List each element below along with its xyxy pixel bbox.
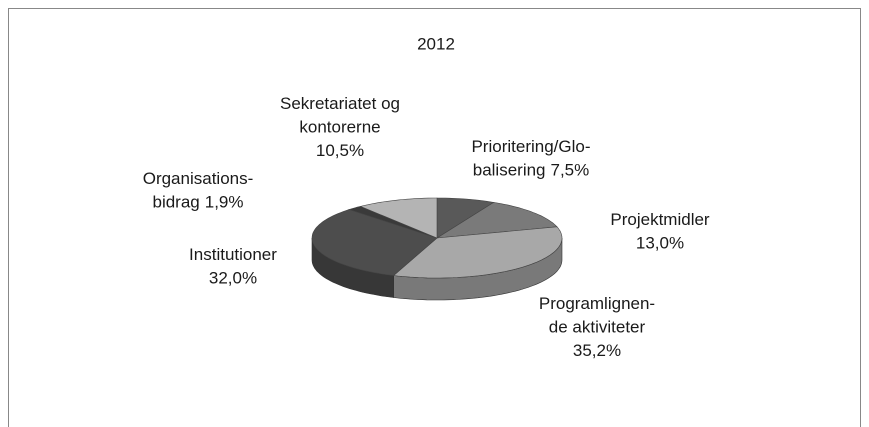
value-label: 1,9% xyxy=(205,193,244,212)
data-label: Projektmidler 13,0% xyxy=(610,210,710,253)
slice xyxy=(436,202,558,239)
value-label: 13,0% xyxy=(636,234,684,253)
value-label: 32,0% xyxy=(209,269,257,288)
label-line: kontorerne xyxy=(299,118,380,137)
label-line: de aktiviteter xyxy=(549,318,646,337)
slice xyxy=(311,209,438,276)
slice xyxy=(392,226,563,279)
label-line: Sekretariatet og xyxy=(280,94,400,113)
slice xyxy=(436,197,495,239)
label-line: bidrag xyxy=(152,193,199,212)
value-label: 7,5% xyxy=(551,161,590,180)
label-line: balisering xyxy=(473,161,546,180)
chart-frame xyxy=(8,8,861,427)
chart-title: 2012 xyxy=(417,34,455,53)
label-line: Organisations- xyxy=(143,169,254,188)
label-line: Prioritering/Glo- xyxy=(471,137,590,156)
label-line: Projektmidler xyxy=(610,210,710,229)
value-label: 35,2% xyxy=(573,341,621,360)
data-label: Institutioner 32,0% xyxy=(189,245,277,288)
slice xyxy=(359,197,438,239)
data-label: Programlignen-de aktiviteter 35,2% xyxy=(539,294,655,360)
value-label: 10,5% xyxy=(316,141,364,160)
label-line: Programlignen- xyxy=(539,294,655,313)
data-label: Organisations-bidrag 1,9% xyxy=(143,169,254,212)
label-line: Institutioner xyxy=(189,245,277,264)
data-label: Sekretariatet og kontorerne 10,5% xyxy=(280,94,400,160)
data-label: Prioritering/Glo-balisering 7,5% xyxy=(471,137,590,180)
